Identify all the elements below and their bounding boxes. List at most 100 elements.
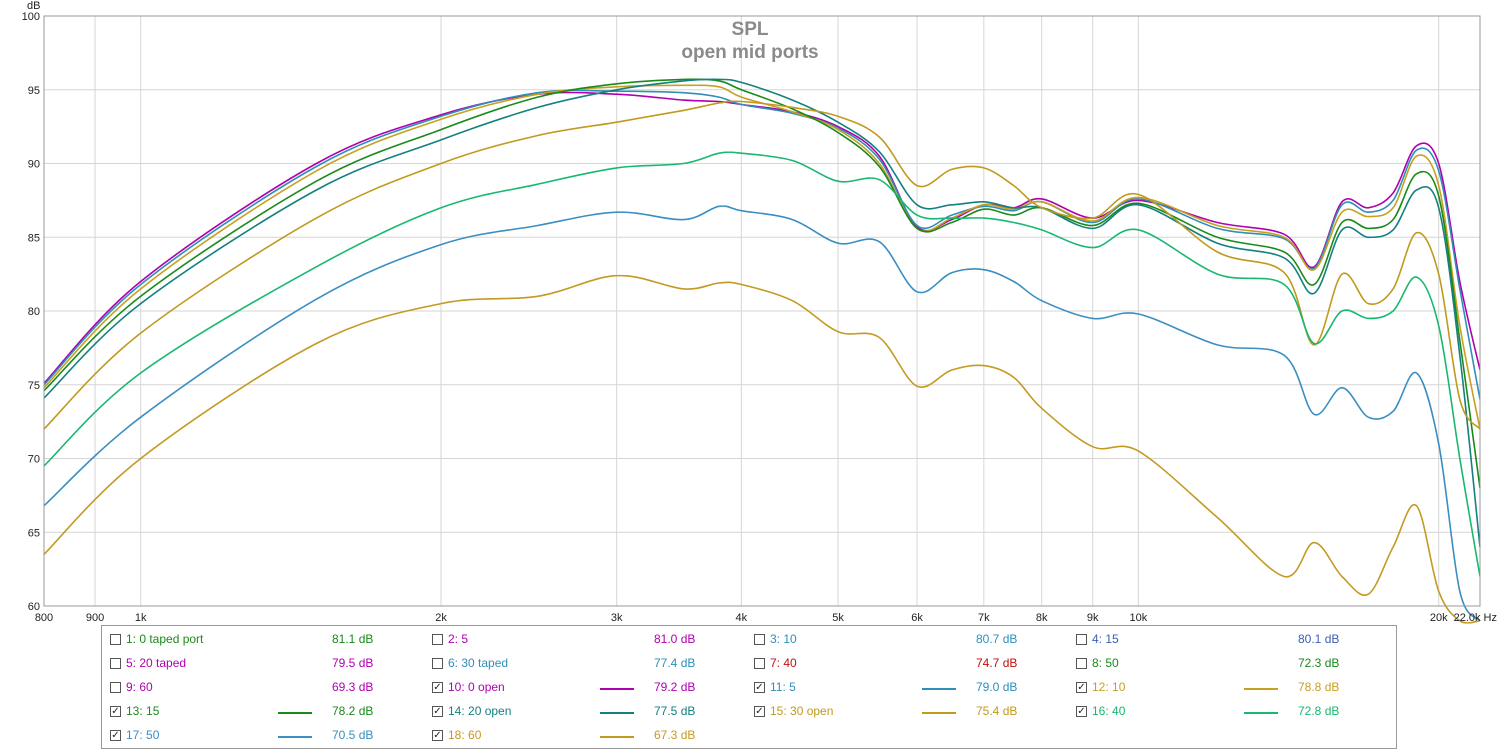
x-tick-label: 5k <box>832 612 844 624</box>
legend-checkbox[interactable]: ✓ <box>754 706 765 717</box>
legend-checkbox[interactable]: ✓ <box>754 682 765 693</box>
legend-checkbox[interactable] <box>110 682 121 693</box>
y-axis-label: dB <box>27 0 40 12</box>
legend-checkbox[interactable]: ✓ <box>432 682 443 693</box>
legend-swatch <box>1244 688 1278 690</box>
legend-value: 74.7 dB <box>976 656 1018 670</box>
legend-label: 5: 20 taped <box>126 656 187 670</box>
legend: 1: 0 taped port 81.1 dB 2: 5 81.0 dB 3: 10 80… <box>101 625 1397 749</box>
legend-item[interactable]: ✓ 16: 40 72.8 dB <box>1068 703 1388 723</box>
y-tick-label: 70 <box>28 454 40 466</box>
legend-item[interactable]: ✓ 14: 20 open 77.5 dB <box>424 703 744 723</box>
legend-checkbox[interactable] <box>432 634 443 645</box>
legend-label: 13: 15 <box>126 704 160 718</box>
legend-item[interactable]: 9: 60 69.3 dB <box>102 679 422 699</box>
legend-value: 67.3 dB <box>654 728 696 742</box>
y-tick-label: 90 <box>28 159 40 171</box>
legend-label: 14: 20 open <box>448 704 512 718</box>
x-tick-label: 22.0k Hz <box>1454 612 1497 624</box>
legend-value: 78.8 dB <box>1298 680 1340 694</box>
legend-label: 4: 15 <box>1092 632 1119 646</box>
legend-value: 70.5 dB <box>332 728 374 742</box>
y-tick-label: 95 <box>28 85 40 97</box>
legend-item[interactable]: 8: 50 72.3 dB <box>1068 655 1388 675</box>
legend-label: 6: 30 taped <box>448 656 509 670</box>
legend-label: 18: 60 <box>448 728 482 742</box>
y-tick-label: 75 <box>28 380 40 392</box>
legend-swatch <box>278 736 312 738</box>
x-tick-label: 4k <box>736 612 748 624</box>
legend-item[interactable]: 7: 40 74.7 dB <box>746 655 1066 675</box>
x-tick-label: 3k <box>611 612 623 624</box>
legend-checkbox[interactable] <box>432 658 443 669</box>
legend-value: 80.7 dB <box>976 632 1018 646</box>
legend-checkbox[interactable]: ✓ <box>1076 682 1087 693</box>
legend-checkbox[interactable]: ✓ <box>432 730 443 741</box>
legend-value: 80.1 dB <box>1298 632 1340 646</box>
chart-title: SPL <box>732 19 769 40</box>
legend-label: 9: 60 <box>126 680 153 694</box>
legend-item[interactable]: ✓ 10: 0 open 79.2 dB <box>424 679 744 699</box>
y-axis: 60 65 70 75 80 85 90 95 100 <box>22 11 40 613</box>
legend-item[interactable]: 5: 20 taped 79.5 dB <box>102 655 422 675</box>
series-line <box>44 85 1480 429</box>
spl-chart: 60 65 70 75 80 85 90 95 100 800 900 1k 2k 3k 4k 5k 6k 7k… <box>22 0 1497 624</box>
legend-swatch <box>600 736 634 738</box>
legend-label: 8: 50 <box>1092 656 1119 670</box>
series-line <box>44 276 1480 623</box>
x-tick-label: 20k <box>1430 612 1448 624</box>
legend-swatch <box>600 688 634 690</box>
y-tick-label: 65 <box>28 527 40 539</box>
x-tick-label: 6k <box>911 612 923 624</box>
legend-value: 75.4 dB <box>976 704 1018 718</box>
legend-item[interactable]: 3: 10 80.7 dB <box>746 631 1066 651</box>
legend-item[interactable]: 2: 5 81.0 dB <box>424 631 744 651</box>
legend-checkbox[interactable] <box>110 658 121 669</box>
legend-item[interactable]: ✓ 11: 5 79.0 dB <box>746 679 1066 699</box>
legend-label: 2: 5 <box>448 632 469 646</box>
plot-frame <box>43 15 1481 607</box>
legend-item[interactable]: ✓ 12: 10 78.8 dB <box>1068 679 1388 699</box>
legend-value: 79.2 dB <box>654 680 696 694</box>
legend-item[interactable]: 4: 15 80.1 dB <box>1068 631 1388 651</box>
legend-checkbox[interactable] <box>754 658 765 669</box>
legend-checkbox[interactable]: ✓ <box>110 730 121 741</box>
legend-checkbox[interactable] <box>1076 634 1087 645</box>
series-line <box>44 206 1480 621</box>
legend-label: 3: 10 <box>770 632 797 646</box>
legend-value: 78.2 dB <box>332 704 374 718</box>
legend-value: 79.0 dB <box>976 680 1018 694</box>
legend-checkbox[interactable]: ✓ <box>110 706 121 717</box>
legend-checkbox[interactable]: ✓ <box>432 706 443 717</box>
series-line <box>44 101 1480 429</box>
x-tick-label: 1k <box>135 612 147 624</box>
legend-swatch <box>1244 712 1278 714</box>
legend-item[interactable]: ✓ 18: 60 67.3 dB <box>424 727 744 747</box>
y-tick-label: 60 <box>28 601 40 613</box>
legend-label: 11: 5 <box>770 680 796 694</box>
legend-swatch <box>922 688 956 690</box>
legend-label: 16: 40 <box>1092 704 1126 718</box>
legend-item[interactable]: ✓ 15: 30 open 75.4 dB <box>746 703 1066 723</box>
legend-checkbox[interactable] <box>110 634 121 645</box>
legend-label: 12: 10 <box>1092 680 1126 694</box>
legend-item[interactable]: 1: 0 taped port 81.1 dB <box>102 631 422 651</box>
legend-item[interactable]: ✓ 13: 15 78.2 dB <box>102 703 422 723</box>
legend-checkbox[interactable]: ✓ <box>1076 706 1087 717</box>
x-axis: 800 900 1k 2k 3k 4k 5k 6k 7k 8k 9k 10k 20k 22.0k Hz <box>35 612 1497 624</box>
legend-swatch <box>922 712 956 714</box>
legend-item[interactable]: 6: 30 taped 77.4 dB <box>424 655 744 675</box>
legend-label: 17: 50 <box>126 728 160 742</box>
legend-item[interactable]: ✓ 17: 50 70.5 dB <box>102 727 422 747</box>
legend-value: 79.5 dB <box>332 656 374 670</box>
y-tick-label: 100 <box>22 11 40 23</box>
legend-checkbox[interactable] <box>754 634 765 645</box>
legend-label: 10: 0 open <box>448 680 505 694</box>
series-layer <box>44 79 1480 623</box>
x-tick-label: 9k <box>1087 612 1099 624</box>
x-tick-label: 10k <box>1129 612 1147 624</box>
legend-value: 77.4 dB <box>654 656 696 670</box>
legend-swatch <box>278 712 312 714</box>
legend-checkbox[interactable] <box>1076 658 1087 669</box>
y-tick-label: 85 <box>28 232 40 244</box>
